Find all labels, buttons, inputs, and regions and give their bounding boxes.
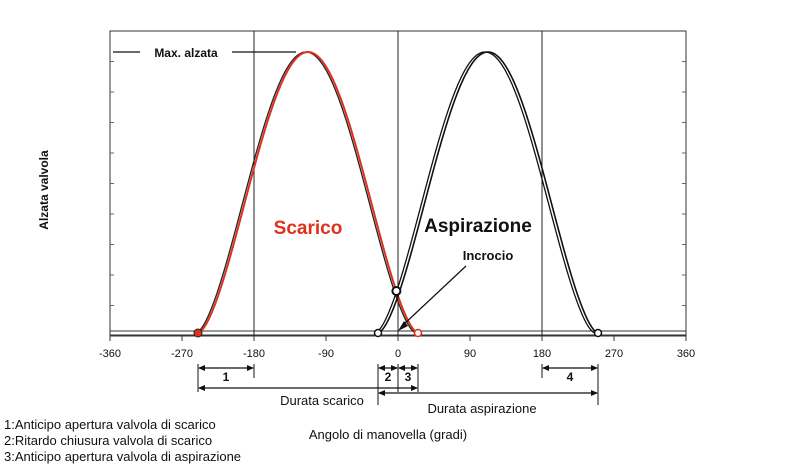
x-tick-label: 0	[395, 348, 401, 360]
x-axis-label: Angolo di manovella (gradi)	[309, 427, 467, 442]
intake-series-label: Aspirazione	[424, 216, 532, 237]
overlap-cross-marker	[391, 286, 402, 296]
overlap-arrow-head	[398, 321, 408, 331]
legend-item-3: 3:Anticipo apertura valvola di aspirazio…	[4, 449, 242, 464]
dim-intake-duration-arrow-left	[378, 390, 385, 396]
x-tick-label: 360	[677, 348, 695, 360]
intake-close-marker	[593, 328, 603, 338]
x-tick-label: -270	[171, 348, 193, 360]
exhaust-curve-outline	[195, 51, 417, 334]
dim-3-label: 3	[405, 370, 412, 384]
max-lift-label: Max. alzata	[154, 46, 218, 60]
overlap-arrow-line	[401, 265, 467, 327]
legend-item-1: 1:Anticipo apertura valvola di scarico	[4, 417, 216, 432]
dim-4-label: 4	[567, 370, 574, 384]
x-tick-label: -360	[99, 348, 121, 360]
dim-intake-duration-arrow-right	[591, 390, 598, 396]
dim-2-arrow-left	[378, 365, 385, 371]
overlap-label: Incrocio	[463, 248, 514, 263]
left-axis-ticks	[110, 61, 114, 306]
exhaust-open-marker	[193, 328, 203, 338]
exhaust-curve	[197, 50, 419, 334]
intake-open-marker	[373, 328, 383, 338]
right-axis-ticks	[682, 61, 686, 306]
intake-curve	[377, 51, 599, 334]
dim-3-arrow-right	[411, 365, 418, 371]
x-tick-label: 90	[464, 348, 476, 360]
dim-1-arrow-left	[198, 365, 205, 371]
dim-2-arrow-right	[391, 365, 398, 371]
exhaust-series-label: Scarico	[274, 218, 343, 239]
x-tick-labels: -360 -270 -180 -90 0 90 180 270 360	[99, 336, 695, 360]
x-tick-label: 180	[533, 348, 551, 360]
intake-duration-label: Durata aspirazione	[427, 401, 536, 416]
dim-1-arrow-right	[247, 365, 254, 371]
dim-2-label: 2	[385, 370, 392, 384]
exhaust-duration-label: Durata scarico	[280, 393, 364, 408]
dim-1-label: 1	[223, 370, 230, 384]
exhaust-close-marker	[413, 328, 423, 338]
x-tick-label: -90	[318, 348, 334, 360]
dim-exhaust-duration-arrow-right	[411, 385, 418, 391]
event-markers	[193, 286, 603, 338]
dim-exhaust-duration-arrow-left	[198, 385, 205, 391]
x-tick-label: 270	[605, 348, 623, 360]
dim-3-arrow-left	[398, 365, 405, 371]
dim-4-arrow-right	[591, 365, 598, 371]
dim-4-arrow-left	[542, 365, 549, 371]
legend-item-2: 2:Ritardo chiusura valvola di scarico	[4, 433, 213, 448]
intake-curve-outline	[374, 51, 596, 334]
x-tick-label: -180	[243, 348, 265, 360]
y-axis-label: Alzata valvola	[37, 150, 51, 230]
